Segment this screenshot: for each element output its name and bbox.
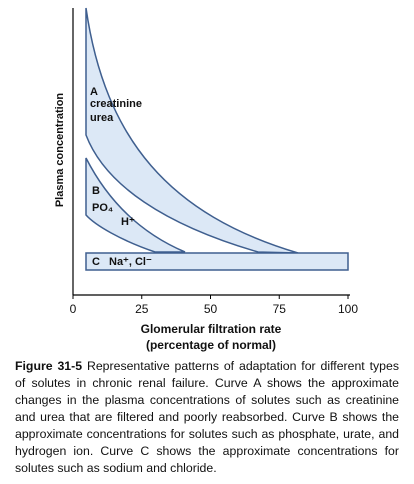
caption-text: Representative patterns of adaptation fo… — [15, 359, 399, 475]
curve-label: creatinine — [90, 98, 142, 110]
curve-c — [85, 252, 349, 271]
curve-a — [85, 7, 299, 254]
chart: A creatinine urea B PO₄ H⁺ C Na⁺, Cl⁻ Pl… — [54, 7, 358, 352]
curve-b — [85, 157, 186, 253]
x-tick-label: 100 — [338, 302, 358, 316]
curve-letter: A — [90, 86, 98, 98]
x-axis-title: Glomerular filtration rate — [141, 322, 282, 336]
curve-letter: B — [92, 185, 100, 197]
x-tick-label: 50 — [204, 302, 218, 316]
x-tick-label: 0 — [70, 302, 77, 316]
curve-letter: C — [92, 256, 100, 268]
curve-label: Na⁺, Cl⁻ — [109, 256, 152, 268]
x-axis-subtitle: (percentage of normal) — [146, 338, 276, 352]
caption: Figure 31-5 Representative patterns of a… — [15, 358, 399, 477]
x-tick-label: 75 — [273, 302, 287, 316]
y-axis-title: Plasma concentration — [54, 93, 66, 208]
curve-label: urea — [90, 112, 114, 124]
curve-label: PO₄ — [92, 202, 113, 214]
caption-label: Figure 31-5 — [15, 359, 83, 373]
curve-label: H⁺ — [121, 216, 135, 228]
x-tick-label: 25 — [135, 302, 149, 316]
